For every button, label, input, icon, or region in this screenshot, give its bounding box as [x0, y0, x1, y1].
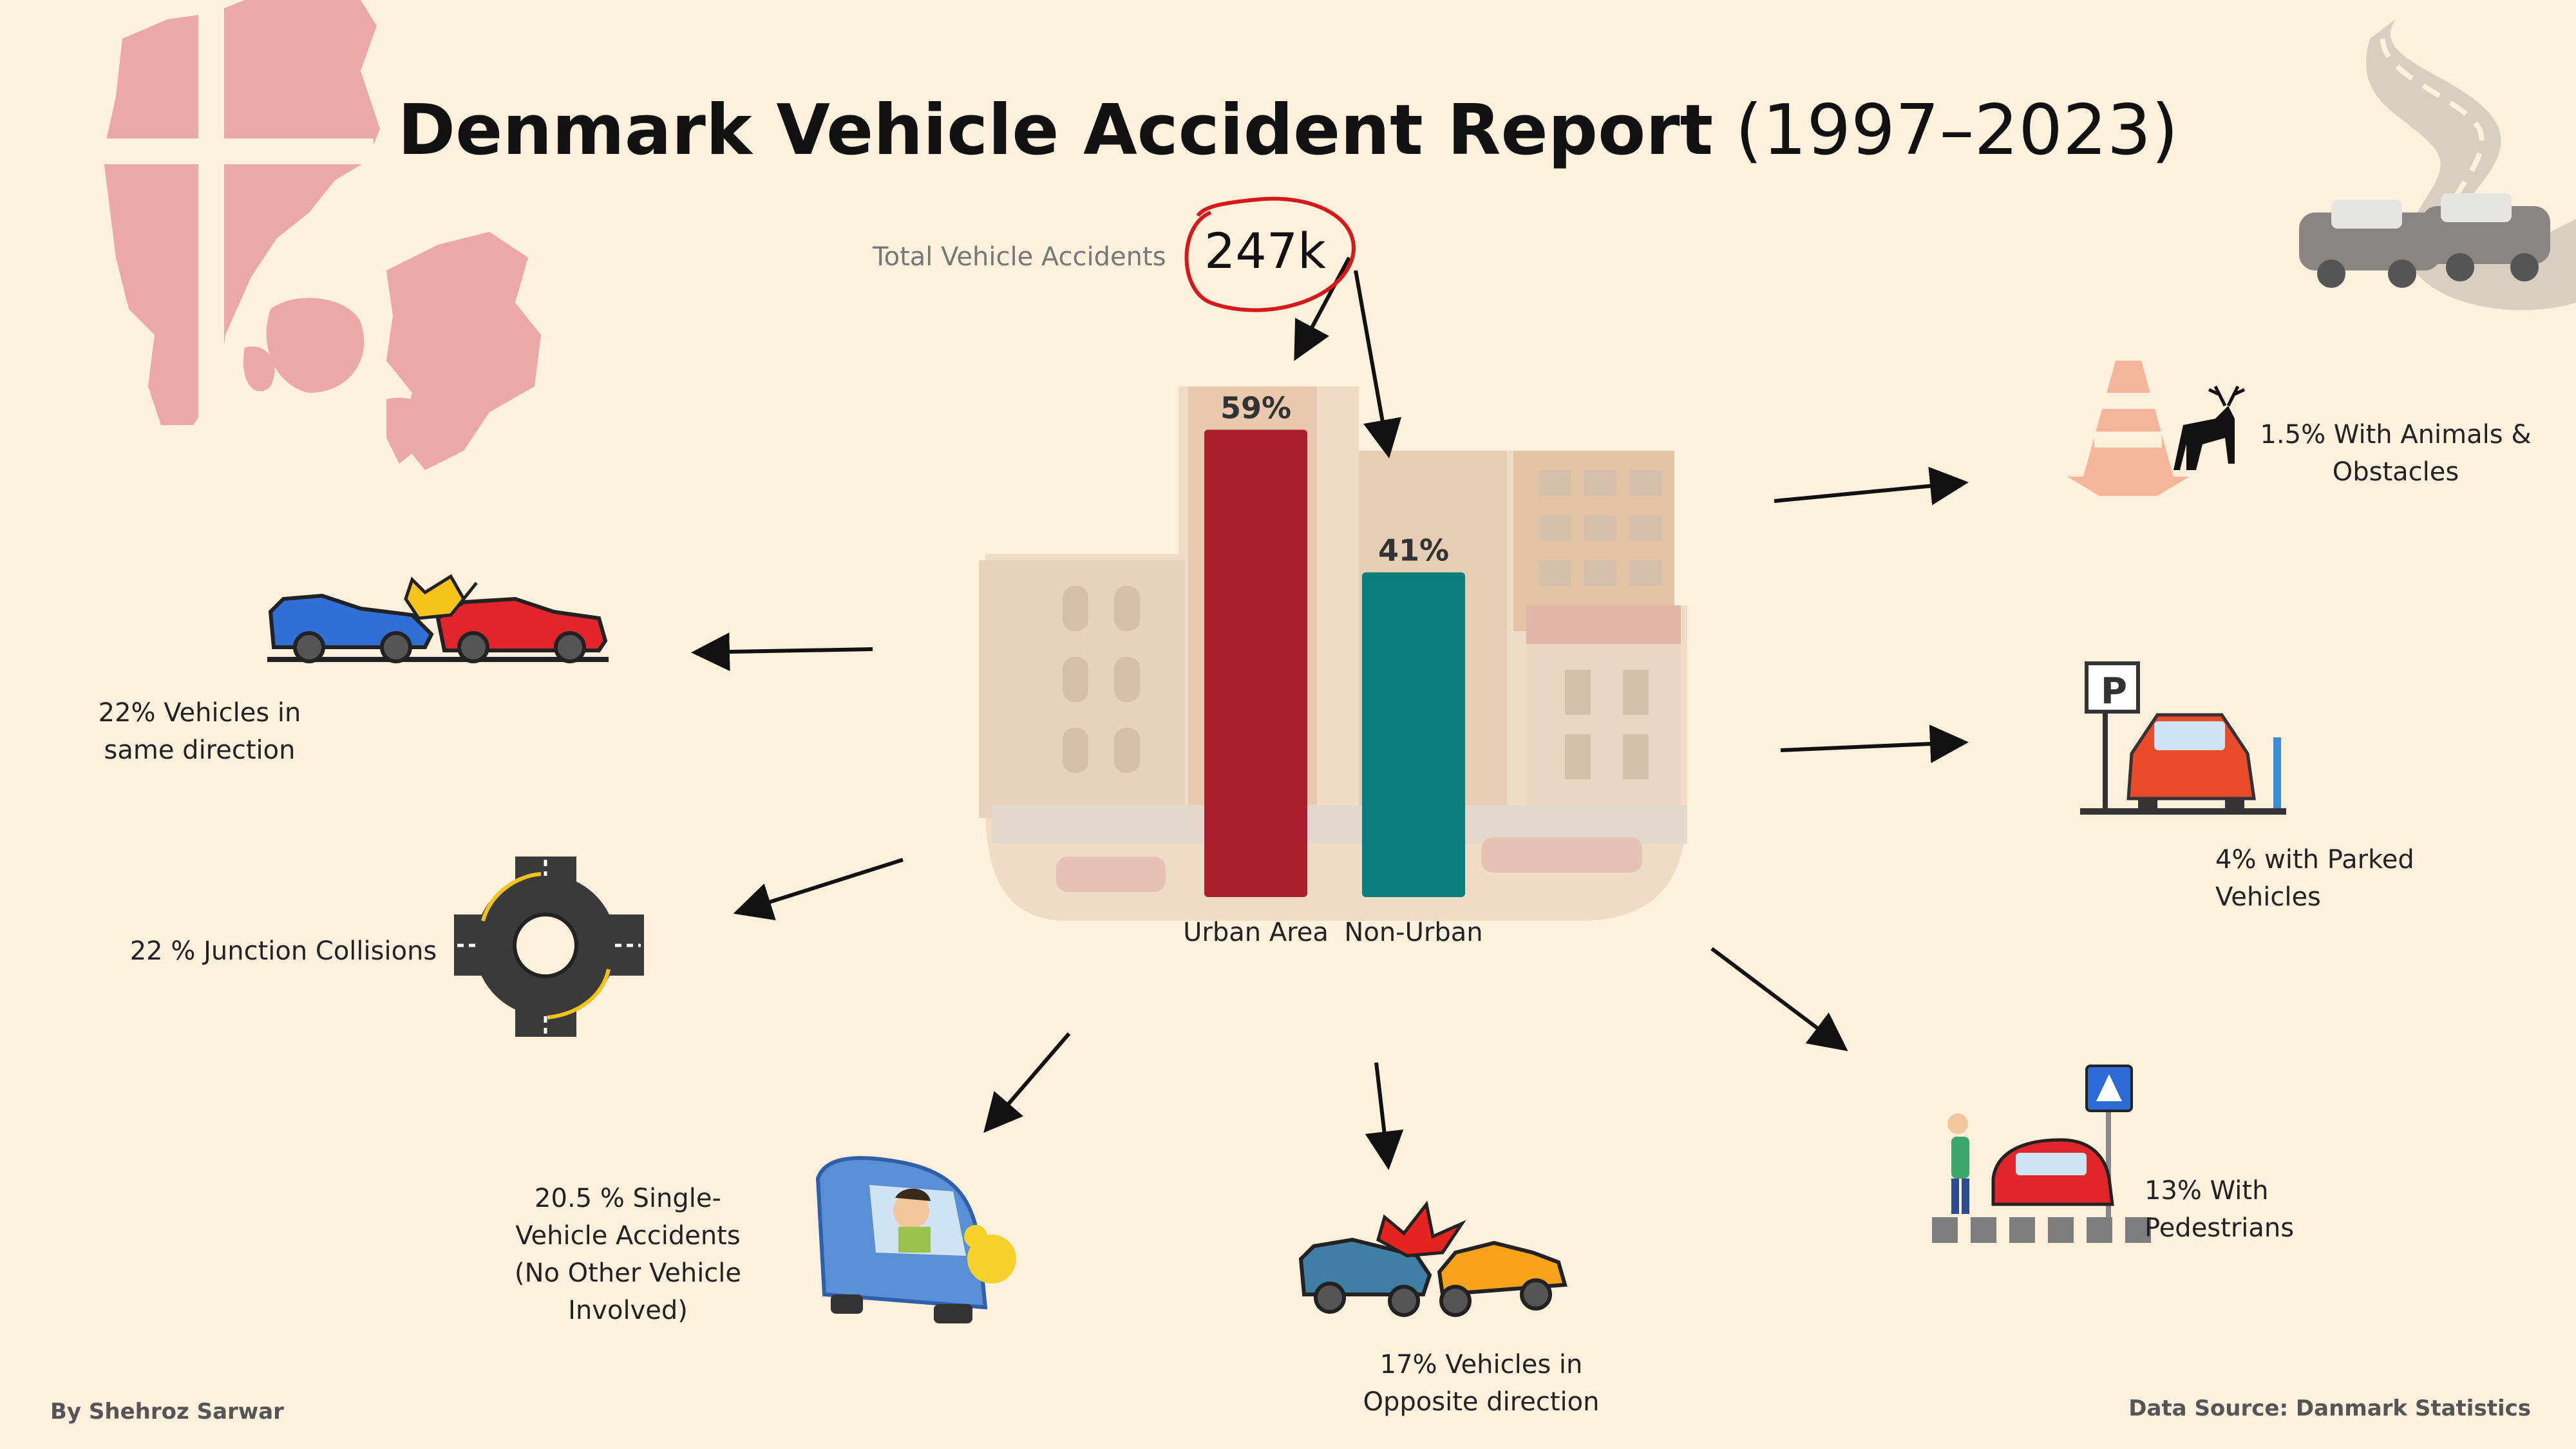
category-animals: 1.5% With Animals & Obstacles — [2260, 420, 2532, 487]
footer-author: By Shehroz Sarwar — [50, 1399, 284, 1425]
title-years: (1997–2023) — [1735, 90, 2179, 171]
arrow-to-non-urban — [1354, 270, 1402, 459]
arrow-single-vehicle — [983, 1032, 1071, 1133]
total-highlight-circle — [1184, 196, 1356, 312]
svg-text:P: P — [2101, 670, 2127, 712]
denmark-map-icon — [103, 0, 541, 470]
category-same-direction: 22% Vehicles in same direction — [98, 698, 301, 765]
category-tick-label: Urban Area — [1183, 918, 1329, 947]
category-junction: 22 % Junction Collisions — [129, 936, 437, 966]
head-on-collision-icon — [1298, 1200, 1567, 1317]
parked-car-icon: P — [2080, 661, 2286, 815]
map-flag-stripe-v — [198, 0, 224, 451]
total-accidents-value: 247k — [1204, 222, 1327, 279]
footer-source: Data Source: Danmark Statistics — [2128, 1396, 2531, 1421]
cone-deer-icon — [2067, 361, 2246, 496]
bar-non-urban — [1362, 572, 1465, 897]
rear-end-collision-icon — [267, 574, 609, 663]
road-crash-icon — [2299, 19, 2576, 310]
bar-value-label: 41% — [1378, 533, 1449, 568]
arrow-to-urban — [1294, 256, 1351, 361]
category-pedestrians: 13% With Pedestrians — [2145, 1176, 2295, 1243]
title-main: Denmark Vehicle Accident Report — [397, 90, 1714, 171]
bar-value-label: 59% — [1220, 390, 1291, 425]
single-vehicle-crash-icon — [815, 1156, 1016, 1323]
category-tick-label: Non-Urban — [1344, 918, 1482, 947]
bar-chart: 59% Urban Area 41% Non-Urban — [1183, 390, 1482, 947]
pedestrian-crossing-icon — [1932, 1065, 2151, 1243]
arrow-animals — [1774, 466, 1969, 506]
category-opposite: 17% Vehicles in Opposite direction — [1363, 1350, 1600, 1417]
category-single-vehicle: 20.5 % Single-Vehicle Accidents (No Othe… — [514, 1184, 742, 1325]
page-title: Denmark Vehicle Accident Report (1997–20… — [0, 90, 2576, 171]
city-buildings-icon — [979, 386, 1687, 921]
total-accidents-label: Total Vehicle Accidents — [873, 242, 1166, 272]
arrows — [691, 256, 1969, 1170]
bar-urban-area — [1204, 430, 1307, 897]
arrow-parked — [1780, 724, 1969, 764]
arrow-opposite — [1365, 1062, 1404, 1170]
arrow-same-direction — [691, 632, 873, 672]
roundabout-icon — [454, 857, 644, 1037]
arrow-pedestrians — [1710, 947, 1848, 1052]
category-parked: 4% with Parked Vehicles — [2215, 845, 2414, 912]
arrow-junction — [733, 858, 904, 921]
